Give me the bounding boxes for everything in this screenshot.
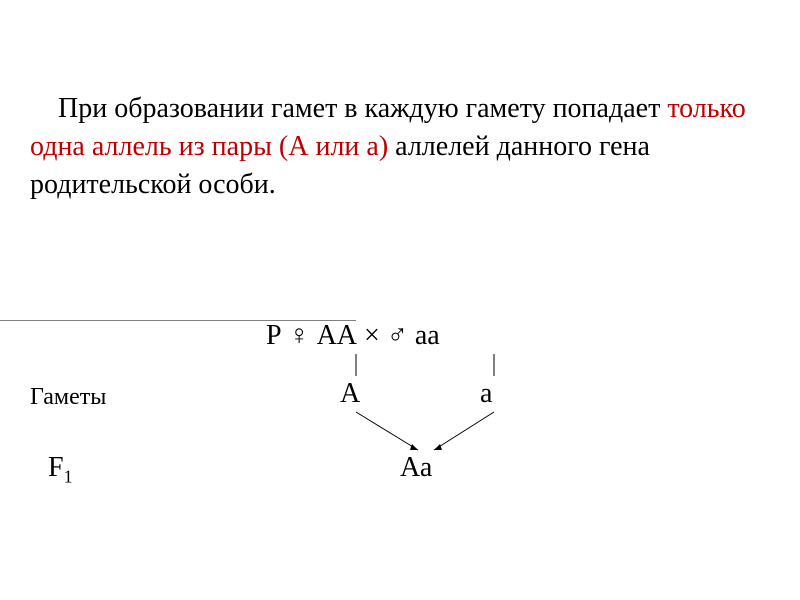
cross-arrows-svg	[0, 320, 800, 520]
slide-content: При образовании гамет в каждую гамету по…	[0, 0, 800, 203]
arrowhead-2	[434, 444, 442, 450]
para-part1: При образовании гамет в каждую гамету по…	[58, 93, 667, 124]
main-paragraph: При образовании гамет в каждую гамету по…	[30, 90, 770, 203]
arrowhead-1	[410, 444, 418, 450]
